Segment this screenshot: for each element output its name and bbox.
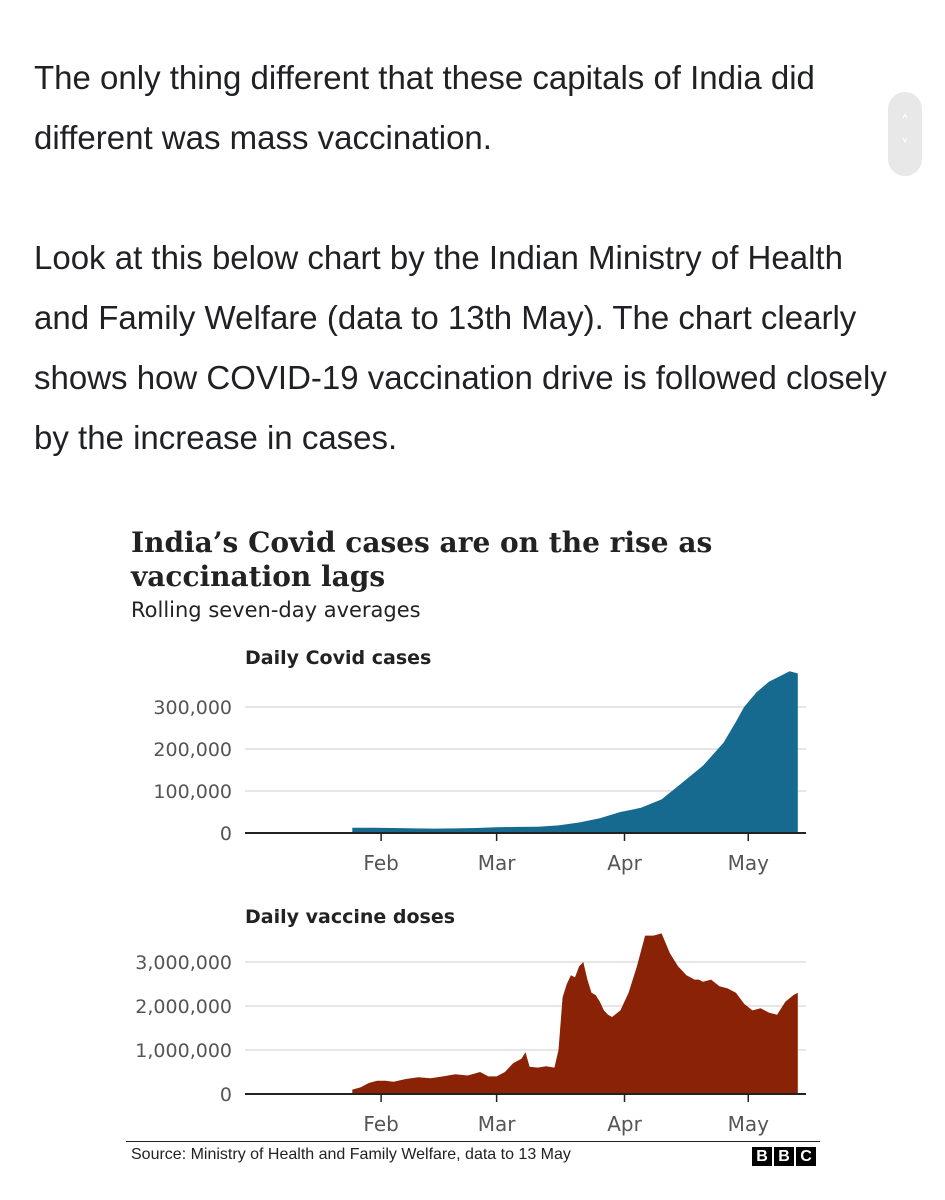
y-tick-label: 0 xyxy=(220,823,232,845)
chevron-down-icon[interactable]: ˅ xyxy=(901,136,909,155)
x-tick-label: Mar xyxy=(478,1112,517,1136)
article-paragraph-2: Look at this below chart by the Indian M… xyxy=(34,239,887,456)
bbc-logo-letter: B xyxy=(752,1147,772,1166)
x-tick-label: Apr xyxy=(607,1112,642,1136)
article-body: The only thing different that these capi… xyxy=(34,48,894,528)
scroll-control[interactable]: ˄ ˅ xyxy=(888,92,922,176)
x-tick-label: Feb xyxy=(363,1112,398,1136)
y-tick-label: 200,000 xyxy=(153,739,232,761)
figure-source: Source: Ministry of Health and Family We… xyxy=(131,1146,571,1163)
cases-area-series xyxy=(352,671,798,833)
y-tick-label: 2,000,000 xyxy=(135,996,232,1018)
x-tick-label: May xyxy=(728,1112,770,1136)
y-tick-label: 3,000,000 xyxy=(135,952,232,974)
source-divider xyxy=(126,1141,820,1142)
panel-title: Daily Covid cases xyxy=(245,647,431,669)
y-tick-label: 100,000 xyxy=(153,781,232,803)
x-tick-label: May xyxy=(728,851,770,875)
bbc-logo-letter: C xyxy=(796,1147,816,1166)
vaccines-area-series xyxy=(352,933,798,1094)
x-tick-label: Apr xyxy=(607,851,642,875)
figure-title: India’s Covid cases are on the rise as v… xyxy=(131,526,713,593)
y-tick-label: 300,000 xyxy=(153,697,232,719)
y-tick-label: 1,000,000 xyxy=(135,1040,232,1062)
bbc-logo: B B C xyxy=(752,1147,816,1166)
x-tick-label: Mar xyxy=(478,851,517,875)
x-tick-label: Feb xyxy=(363,851,398,875)
panel-title: Daily vaccine doses xyxy=(245,906,455,928)
figure-subtitle: Rolling seven-day averages xyxy=(131,598,421,622)
article-paragraph-1: The only thing different that these capi… xyxy=(34,59,815,156)
bbc-logo-letter: B xyxy=(774,1147,794,1166)
chevron-up-icon[interactable]: ˄ xyxy=(901,112,909,131)
y-tick-label: 0 xyxy=(220,1084,232,1106)
